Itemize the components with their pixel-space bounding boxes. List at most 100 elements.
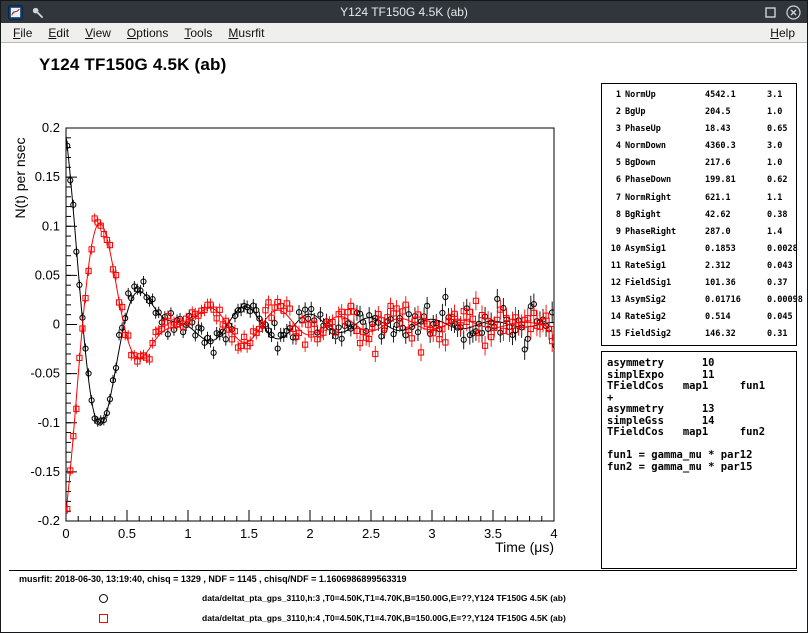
param-value: 0.514 — [705, 312, 731, 323]
window-title: Y124 TF150G 4.5K (ab) — [340, 5, 468, 19]
root-canvas: Y124 TF150G 4.5K (ab) 0 0.5 1 1.5 2 2.5 3 3.5 4 -… — [1, 43, 807, 632]
data-point-circle — [442, 293, 449, 301]
plot-frame — [65, 127, 555, 522]
param-value: 287.0 — [705, 226, 731, 237]
data-point-circle — [405, 311, 412, 318]
param-index: 9 — [615, 226, 621, 237]
data-point-circle — [308, 305, 315, 313]
param-error: 0.62 — [767, 175, 788, 186]
data-point-square — [329, 318, 336, 326]
data-point-circle — [338, 335, 345, 342]
data-point-square — [469, 315, 476, 322]
menu-file[interactable]: File — [13, 25, 33, 40]
data-point-circle — [103, 409, 110, 417]
data-point-square — [530, 309, 537, 317]
param-index: 4 — [615, 141, 621, 152]
data-point-square — [70, 433, 77, 440]
legend-row-1: data/deltat_pta_gps_3110,h:4 ,T0=4.50K,T… — [99, 608, 566, 628]
data-point-square — [82, 295, 89, 302]
data-point-circle — [66, 142, 71, 149]
param-name: BgDown — [625, 158, 656, 169]
data-point-square — [112, 272, 120, 279]
param-error: 3.0 — [767, 141, 783, 152]
param-value: 2.312 — [705, 260, 731, 271]
data-point-circle — [247, 308, 254, 315]
theory-line: fun1 = gamma_mu * par12 — [607, 449, 753, 461]
menu-view[interactable]: View — [85, 25, 111, 40]
data-point-square — [237, 342, 245, 350]
data-series-0 — [66, 135, 554, 427]
menu-tools[interactable]: Tools — [184, 25, 213, 40]
data-point-circle — [73, 248, 80, 255]
param-box[interactable]: 1 NormUp 4542.1 3.1 2 BgUp 204.5 1.0 3 PhaseUp 18.… — [601, 83, 803, 346]
data-point-circle — [67, 177, 74, 184]
pin-icon[interactable] — [29, 4, 45, 20]
data-point-square — [500, 327, 507, 334]
menu-edit[interactable]: Edit — [48, 25, 70, 40]
param-error: 0.00098 — [767, 295, 803, 306]
data-point-square — [311, 320, 318, 327]
param-row-PhaseDown: 6 PhaseDown 199.81 0.62 — [608, 172, 796, 189]
data-point-circle — [213, 330, 220, 337]
data-point-square — [494, 316, 501, 323]
close-button[interactable] — [785, 4, 801, 20]
x-tick-label: 2.5 — [362, 526, 380, 541]
data-point-circle — [195, 324, 202, 331]
data-point-circle — [366, 312, 373, 319]
menu-musrfit[interactable]: Musrfit — [228, 25, 265, 40]
data-point-circle — [164, 331, 171, 338]
data-point-circle — [390, 331, 397, 338]
data-point-square — [158, 326, 165, 333]
theory-box[interactable]: asymmetry 10 simplExpo 11 TFieldCos map1 f… — [601, 351, 797, 569]
param-error: 0.65 — [767, 124, 788, 135]
data-point-square — [222, 317, 229, 324]
data-point-square — [164, 313, 171, 320]
theory-line: asymmetry 10 — [607, 357, 715, 369]
data-point-circle — [424, 302, 431, 309]
data-point-square — [259, 321, 266, 328]
maximize-icon — [764, 6, 776, 18]
data-point-square — [381, 325, 388, 332]
maximize-button[interactable] — [762, 4, 778, 20]
param-value: 101.36 — [705, 278, 736, 289]
data-point-square — [85, 267, 92, 275]
data-point-square — [302, 341, 309, 348]
footer-separator — [9, 570, 797, 571]
data-point-square — [79, 325, 86, 332]
data-point-square — [305, 321, 312, 328]
data-point-square — [88, 246, 95, 253]
plot-svg[interactable]: 0 0.5 1 1.5 2 2.5 3 3.5 4 -0.2 -0.15 -0.1 -0.05 0 0.05… — [1, 43, 807, 632]
param-index: 3 — [615, 124, 621, 135]
data-point-square — [481, 342, 489, 349]
param-row-PhaseUp: 3 PhaseUp 18.43 0.65 — [608, 121, 796, 138]
menu-options[interactable]: Options — [126, 25, 169, 40]
param-row-RateSig2: 14 RateSig2 0.514 0.045 — [608, 309, 796, 326]
param-name: NormDown — [625, 141, 666, 152]
y-tick-label: 0.05 — [35, 267, 60, 282]
theory-line: asymmetry 13 — [607, 403, 715, 415]
data-point-circle — [222, 336, 229, 343]
data-point-circle — [128, 295, 135, 302]
data-point-circle — [241, 302, 248, 310]
data-point-circle — [234, 307, 242, 314]
param-value: 199.81 — [705, 175, 736, 186]
data-point-square — [73, 405, 80, 412]
param-value: 42.62 — [705, 209, 731, 220]
data-point-circle — [414, 329, 422, 336]
y-tick-label: 0 — [53, 317, 60, 332]
param-name: AsymSig2 — [625, 295, 666, 306]
titlebar[interactable]: Y124 TF150G 4.5K (ab) — [1, 1, 807, 23]
data-point-square — [161, 319, 168, 326]
fit-curve-1 — [66, 222, 554, 512]
data-point-square — [228, 336, 236, 343]
data-point-circle — [137, 287, 144, 294]
data-point-square — [542, 312, 550, 319]
menu-help[interactable]: Help — [770, 25, 795, 40]
param-name: RateSig1 — [625, 260, 666, 271]
data-point-square — [366, 335, 373, 343]
x-axis: 0 0.5 1 1.5 2 2.5 3 3.5 4 — [62, 510, 558, 541]
data-point-circle — [85, 370, 92, 377]
data-point-circle — [253, 307, 260, 314]
x-tick-label: 3.5 — [484, 526, 502, 541]
data-point-circle — [88, 397, 95, 404]
